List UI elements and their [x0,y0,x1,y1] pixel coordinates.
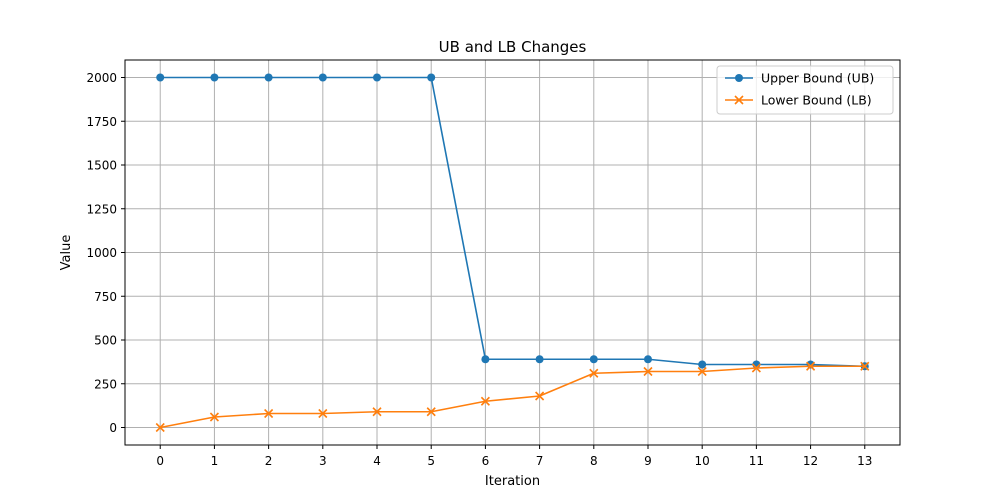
data-point [806,361,816,371]
legend-label: Upper Bound (UB) [761,71,874,86]
y-tick-label: 0 [109,421,117,435]
x-tick-label: 7 [536,454,544,468]
y-tick-label: 2000 [86,71,117,85]
data-point [210,73,219,82]
x-tick-label: 12 [803,454,818,468]
x-tick-label: 13 [857,454,872,468]
y-tick-label: 1500 [86,159,117,173]
x-tick-label: 1 [211,454,219,468]
x-tick-label: 5 [427,454,435,468]
y-tick-label: 1750 [86,115,117,129]
x-tick-label: 3 [319,454,327,468]
data-point [264,408,274,419]
legend-box [716,65,894,115]
x-tick-label: 9 [644,454,652,468]
data-point [751,363,761,373]
y-tick-label: 500 [94,334,117,348]
data-point [156,73,165,82]
data-point [698,360,707,369]
legend-marker [735,74,743,82]
legend-entry: Upper Bound (UB) [725,71,874,86]
y-axis-ticks: 0 250 500 750 1000 1250 1500 1750 2000 [86,71,125,435]
legend-marker [734,95,744,105]
chart-title: UB and LB Changes [439,38,587,56]
series-line [160,76,865,368]
data-point [427,73,436,82]
x-axis-ticks: 0 1 2 3 4 5 6 7 8 9 10 11 12 13 [156,445,872,468]
grid-lines [125,60,900,445]
legend: Upper Bound (UB) Lower Bound (LB) [716,65,894,115]
x-tick-label: 11 [749,454,764,468]
x-tick-label: 0 [156,454,164,468]
data-point [589,355,598,364]
x-axis-label: Iteration [485,474,540,489]
data-point [643,355,652,364]
x-tick-label: 6 [482,454,490,468]
data-point [155,422,165,433]
series-layer [155,73,870,433]
x-tick-label: 2 [265,454,273,468]
data-point [480,396,490,406]
data-point [372,407,382,417]
y-tick-label: 750 [94,290,117,304]
data-point [318,408,328,419]
x-tick-label: 10 [695,454,710,468]
data-point [697,366,707,377]
x-tick-label: 4 [373,454,381,468]
data-point [643,366,653,377]
data-point [481,355,490,364]
legend-entry: Lower Bound (LB) [725,93,872,108]
data-point [589,368,599,378]
data-point [318,73,327,82]
data-point [535,391,545,401]
data-point [426,407,436,417]
series-lower-bound [155,361,870,433]
series-line [160,365,865,429]
data-point [209,412,219,422]
y-tick-label: 250 [94,377,117,391]
data-point [535,355,544,364]
legend-label: Lower Bound (LB) [761,93,872,108]
y-tick-label: 1250 [86,202,117,216]
data-point [860,361,870,371]
x-tick-label: 8 [590,454,598,468]
y-axis-label: Value [59,235,74,271]
data-point [264,73,273,82]
data-point [373,73,382,82]
y-tick-label: 1000 [86,246,117,260]
